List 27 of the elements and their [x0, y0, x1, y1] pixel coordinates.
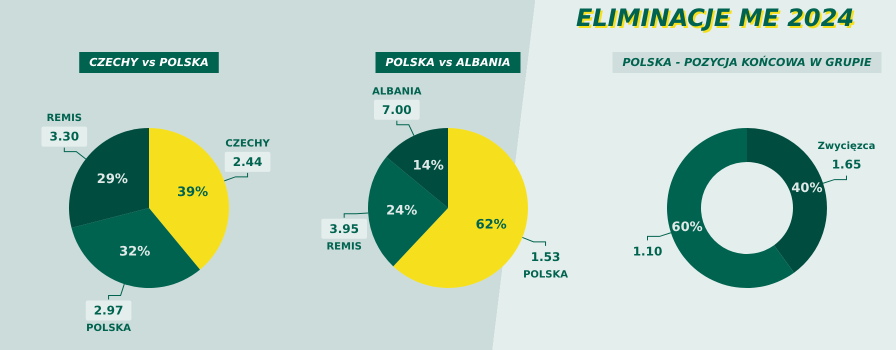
slice-label: CZECHY [225, 138, 270, 150]
data-label: 39% [177, 184, 208, 200]
chart-title: POLSKA vs ALBANIA [386, 56, 510, 69]
slice-label: ALBANIA [372, 86, 422, 98]
data-label: 60% [672, 220, 703, 235]
data-label: 40% [791, 181, 822, 196]
slice-label: POLSKA [86, 322, 132, 334]
text: 1.53 [530, 250, 560, 264]
text: 2.44 [232, 154, 262, 169]
data-label: 32% [119, 244, 150, 260]
chart-subtitle: ELIMINACJE ME 2024 [574, 4, 856, 32]
data-label: 14% [412, 158, 444, 174]
text: 1.10 [632, 244, 662, 258]
text: 3.95 [329, 222, 359, 236]
chart-title: CZECHY vs POLSKA [89, 56, 209, 69]
data-label: 29% [96, 172, 128, 188]
text: 3.30 [50, 130, 80, 144]
slice-label: REMIS [326, 241, 362, 252]
data-label: 62% [476, 218, 507, 233]
slice-label: Zwycięzca [818, 141, 876, 152]
text: 7.00 [382, 102, 412, 117]
slice-label: POLSKA [523, 269, 568, 280]
text: 2.97 [94, 303, 124, 318]
chart-title: POLSKA - POZYCJA KOŃCOWA W GRUPIE [622, 55, 872, 69]
data-label: 24% [386, 203, 418, 218]
text: 1.65 [832, 158, 862, 172]
slice-label: REMIS [46, 113, 82, 124]
